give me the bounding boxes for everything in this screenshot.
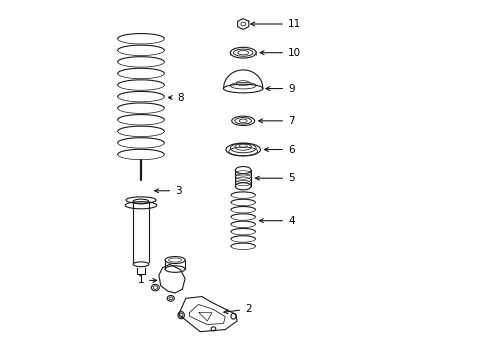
- Text: 3: 3: [155, 186, 182, 196]
- Text: 7: 7: [259, 116, 294, 126]
- Text: 2: 2: [224, 304, 252, 314]
- Text: 5: 5: [255, 173, 294, 183]
- Text: 6: 6: [265, 144, 294, 154]
- Text: 11: 11: [251, 19, 301, 29]
- Text: 9: 9: [266, 84, 294, 94]
- Text: 10: 10: [260, 48, 301, 58]
- Text: 4: 4: [259, 216, 294, 226]
- Text: 1: 1: [137, 275, 157, 285]
- Text: 8: 8: [169, 93, 183, 103]
